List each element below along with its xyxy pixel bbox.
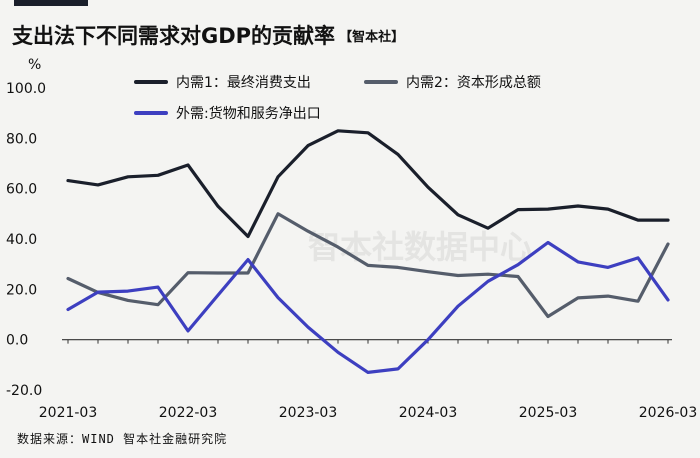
y-tick-label: 60.0 [6,182,37,198]
data-source-note: 数据来源：WIND 智本社金融研究院 [17,432,228,446]
legend-label-1: 内需1：最终消费支出 [176,75,311,91]
y-tick-label: 80.0 [6,131,37,147]
series-lines [66,129,670,374]
x-tick-label: 2022-03 [159,405,218,421]
watermark: 智本社数据中心 [308,228,532,266]
x-tick-label: 2024-03 [399,405,458,421]
y-tick-label: 40.0 [6,232,37,248]
brand-tag: 【智本社】 [339,30,405,45]
series-line-1 [66,129,670,239]
legend-label-2: 内需2：资本形成总额 [406,75,541,91]
x-tick-label: 2023-03 [279,405,338,421]
y-tick-label: -20.0 [6,383,42,399]
watermark-text: 智本社数据中心 [308,228,532,266]
chart-title: 支出法下不同需求对GDP的贡献率 【智本社】 [12,20,404,50]
y-axis-unit: % [28,57,42,73]
axes: -20.0 0.0 20.0 40.0 60.0 80.0 100.0 2021-03 2022… [6,81,697,421]
series-line-3 [66,240,670,374]
y-tick-label: 0.0 [6,333,28,349]
x-tick-label: 2021-03 [39,405,98,421]
series-line-2 [66,212,670,319]
chart-title-text: 支出法下不同需求对GDP的贡献率 [12,24,336,48]
y-tick-label: 20.0 [6,282,37,298]
legend-label-3: 外需:货物和服务净出口 [176,105,321,122]
x-tick-label: 2025-03 [519,405,578,421]
title-accent-bar [14,0,88,6]
x-tick-label: 2026-03 [639,405,698,421]
y-tick-label: 100.0 [6,81,46,97]
